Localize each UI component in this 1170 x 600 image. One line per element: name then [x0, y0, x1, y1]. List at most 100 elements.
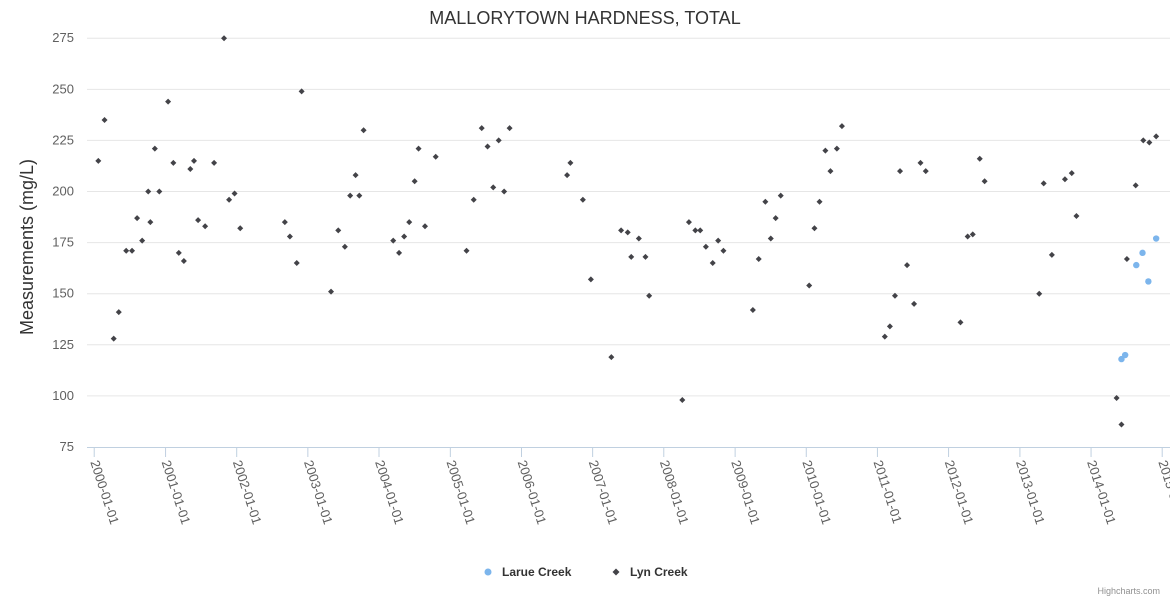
data-point[interactable] [298, 88, 305, 95]
data-point[interactable] [1146, 139, 1153, 146]
data-point[interactable] [470, 196, 477, 203]
data-point[interactable] [702, 243, 709, 250]
data-point[interactable] [618, 227, 625, 234]
legend-item-lyn-creek[interactable]: Lyn Creek [612, 565, 688, 579]
data-point[interactable] [922, 168, 929, 175]
data-point[interactable] [1113, 394, 1120, 401]
data-point[interactable] [1036, 290, 1043, 297]
data-point[interactable] [360, 127, 367, 134]
data-point[interactable] [964, 233, 971, 240]
data-point[interactable] [1133, 261, 1140, 269]
data-point[interactable] [237, 225, 244, 232]
data-point[interactable] [195, 217, 202, 224]
data-point[interactable] [226, 196, 233, 203]
data-point[interactable] [432, 153, 439, 160]
data-point[interactable] [833, 145, 840, 152]
data-point[interactable] [685, 219, 692, 226]
data-point[interactable] [762, 198, 769, 205]
data-point[interactable] [635, 235, 642, 242]
data-point[interactable] [101, 116, 108, 123]
data-point[interactable] [390, 237, 397, 244]
data-point[interactable] [145, 188, 152, 195]
data-point[interactable] [881, 333, 888, 340]
data-point[interactable] [165, 98, 172, 105]
plot-area[interactable] [95, 35, 1160, 428]
data-point[interactable] [827, 168, 834, 175]
data-point[interactable] [767, 235, 774, 242]
data-point[interactable] [897, 168, 904, 175]
data-point[interactable] [1123, 255, 1130, 262]
data-point[interactable] [642, 253, 649, 260]
data-point[interactable] [1139, 249, 1146, 257]
data-point[interactable] [341, 243, 348, 250]
data-point[interactable] [772, 215, 779, 222]
data-point[interactable] [396, 249, 403, 256]
data-point[interactable] [175, 249, 182, 256]
data-point[interactable] [891, 292, 898, 299]
data-point[interactable] [170, 159, 177, 166]
data-point[interactable] [347, 192, 354, 199]
data-point[interactable] [1040, 180, 1047, 187]
data-point[interactable] [463, 247, 470, 254]
data-point[interactable] [421, 223, 428, 230]
data-point[interactable] [917, 159, 924, 166]
data-point[interactable] [328, 288, 335, 295]
data-point[interactable] [911, 300, 918, 307]
data-point[interactable] [180, 258, 187, 265]
data-point[interactable] [806, 282, 813, 289]
data-point[interactable] [1068, 170, 1075, 177]
data-point[interactable] [624, 229, 631, 236]
data-point[interactable] [1153, 133, 1160, 140]
legend[interactable]: Larue Creek Lyn Creek [484, 565, 688, 579]
data-point[interactable] [211, 159, 218, 166]
data-point[interactable] [692, 227, 699, 234]
data-point[interactable] [811, 225, 818, 232]
data-point[interactable] [286, 233, 293, 240]
data-point[interactable] [415, 145, 422, 152]
data-point[interactable] [221, 35, 228, 42]
data-point[interactable] [755, 255, 762, 262]
data-point[interactable] [957, 319, 964, 326]
data-point[interactable] [478, 125, 485, 132]
data-point[interactable] [139, 237, 146, 244]
data-point[interactable] [231, 190, 238, 197]
data-point[interactable] [564, 172, 571, 179]
data-point[interactable] [484, 143, 491, 150]
data-point[interactable] [156, 188, 163, 195]
data-point[interactable] [411, 178, 418, 185]
data-point[interactable] [115, 309, 122, 316]
data-point[interactable] [981, 178, 988, 185]
data-point[interactable] [904, 262, 911, 269]
data-point[interactable] [490, 184, 497, 191]
data-point[interactable] [191, 157, 198, 164]
data-point[interactable] [720, 247, 727, 254]
data-point[interactable] [715, 237, 722, 244]
data-point[interactable] [147, 219, 154, 226]
data-point[interactable] [1048, 251, 1055, 258]
data-point[interactable] [816, 198, 823, 205]
data-point[interactable] [1140, 137, 1147, 144]
data-point[interactable] [777, 192, 784, 199]
data-point[interactable] [151, 145, 158, 152]
data-point[interactable] [1073, 213, 1080, 220]
data-point[interactable] [976, 155, 983, 162]
data-point[interactable] [406, 219, 413, 226]
data-point[interactable] [356, 192, 363, 199]
data-point[interactable] [1121, 351, 1129, 359]
data-point[interactable] [501, 188, 508, 195]
data-point[interactable] [697, 227, 704, 234]
data-point[interactable] [1132, 182, 1139, 189]
legend-item-larue-creek[interactable]: Larue Creek [484, 565, 572, 579]
data-point[interactable] [838, 123, 845, 130]
data-point[interactable] [587, 276, 594, 283]
data-point[interactable] [579, 196, 586, 203]
data-point[interactable] [134, 215, 141, 222]
data-point[interactable] [202, 223, 209, 230]
data-point[interactable] [646, 292, 653, 299]
data-point[interactable] [608, 354, 615, 361]
data-point[interactable] [1061, 176, 1068, 183]
data-point[interactable] [352, 172, 359, 179]
data-point[interactable] [281, 219, 288, 226]
data-point[interactable] [293, 260, 300, 267]
data-point[interactable] [1118, 421, 1125, 428]
